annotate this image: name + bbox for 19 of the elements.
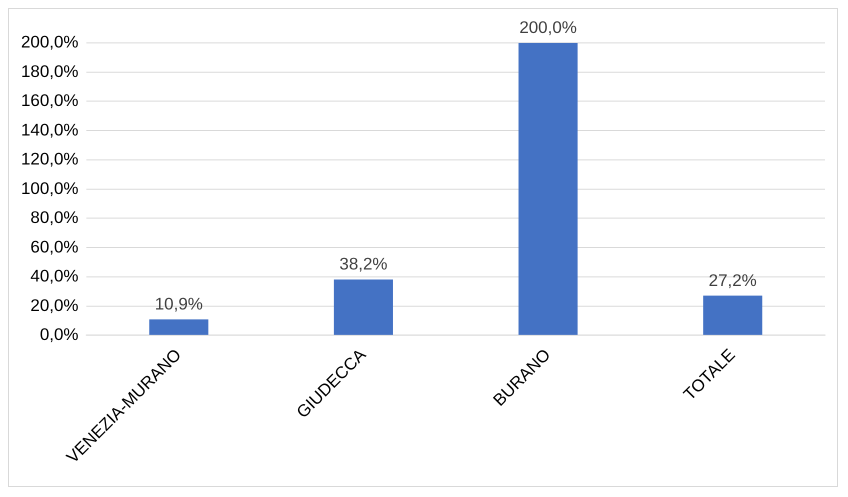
data-label: 38,2% xyxy=(339,254,388,274)
y-tick-label: 100,0% xyxy=(20,178,78,198)
y-tick-label: 120,0% xyxy=(20,150,78,169)
y-tick-label: 60,0% xyxy=(30,237,78,256)
y-tick-label: 40,0% xyxy=(30,266,78,286)
y-tick-label: 160,0% xyxy=(20,91,78,110)
bar xyxy=(518,42,578,335)
bar xyxy=(334,279,393,335)
y-tick-label: 140,0% xyxy=(20,120,78,140)
y-tick-label: 180,0% xyxy=(20,62,78,81)
data-label: 10,9% xyxy=(154,294,203,314)
y-tick-label: 80,0% xyxy=(30,208,78,228)
bar xyxy=(703,296,762,335)
y-tick-label: 200,0% xyxy=(20,32,78,52)
bar xyxy=(149,319,208,335)
y-tick-label: 0,0% xyxy=(40,325,78,344)
y-tick-label: 20,0% xyxy=(30,296,78,315)
data-label: 200,0% xyxy=(519,18,577,38)
data-label: 27,2% xyxy=(708,270,757,290)
